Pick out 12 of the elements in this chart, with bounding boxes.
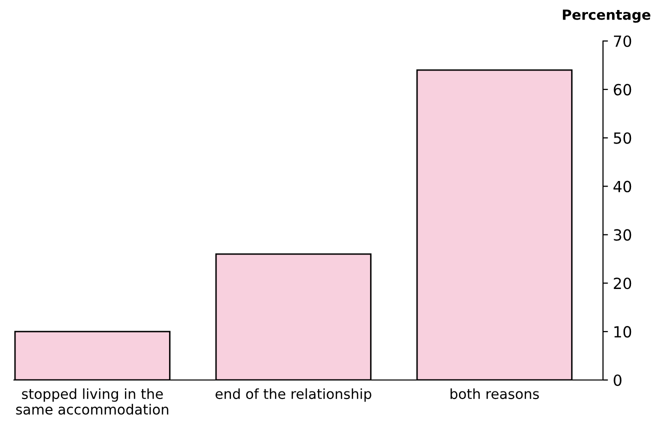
- x-tick-label: both reasons: [450, 388, 539, 400]
- y-tick-label: 30: [614, 229, 632, 241]
- y-tick-label: 70: [614, 35, 632, 48]
- x-tick-label: end of the relationship: [216, 388, 372, 402]
- x-tick-label: stopped living in the same accommodation: [16, 388, 168, 415]
- y-tick-label: 60: [614, 84, 632, 96]
- y-tick-label: 10: [614, 326, 632, 338]
- y-axis-title: Percentage: [562, 10, 650, 23]
- y-tick-label: 40: [613, 180, 632, 192]
- y-tick-label: 20: [614, 278, 632, 290]
- y-tick-label: 0: [614, 374, 622, 386]
- y-tick-label: 50: [614, 132, 632, 144]
